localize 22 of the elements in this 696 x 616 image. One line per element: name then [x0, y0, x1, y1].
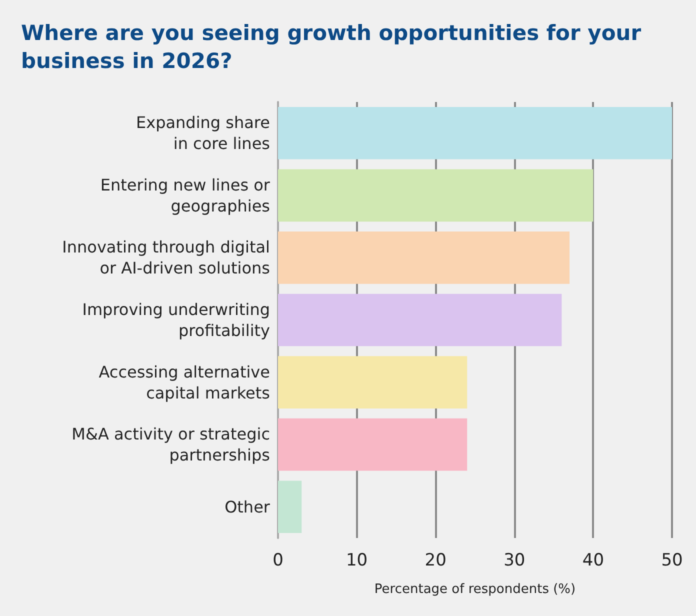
y-tick-label: Improving underwriting profitability	[82, 300, 270, 340]
y-tick-label: Accessing alternative capital markets	[98, 362, 270, 402]
y-tick-label: Other	[224, 497, 270, 516]
x-tick-label: 40	[582, 550, 604, 570]
x-tick-label: 20	[424, 550, 446, 570]
x-axis-title: Percentage of respondents (%)	[374, 582, 576, 597]
y-tick-label: Entering new lines or geographies	[100, 175, 270, 216]
bar	[278, 232, 570, 284]
bar	[278, 294, 562, 346]
bar	[278, 356, 468, 408]
bar	[278, 480, 302, 534]
bar	[278, 169, 594, 222]
x-tick-label: 50	[661, 550, 683, 570]
x-tick-label: 10	[346, 550, 368, 570]
y-tick-label: M&A activity or strategic partnerships	[72, 424, 270, 465]
x-tick-label: 0	[272, 550, 284, 570]
x-tick-label: 30	[504, 550, 526, 570]
y-tick-label: Expanding share in core lines	[136, 113, 270, 154]
chart-title: Where are you seeing growth opportunities for your business in 2026?	[21, 21, 642, 73]
y-tick-label: Innovating through digital or AI-driven solutions	[62, 238, 270, 278]
bar	[278, 106, 672, 160]
bar	[278, 418, 468, 471]
